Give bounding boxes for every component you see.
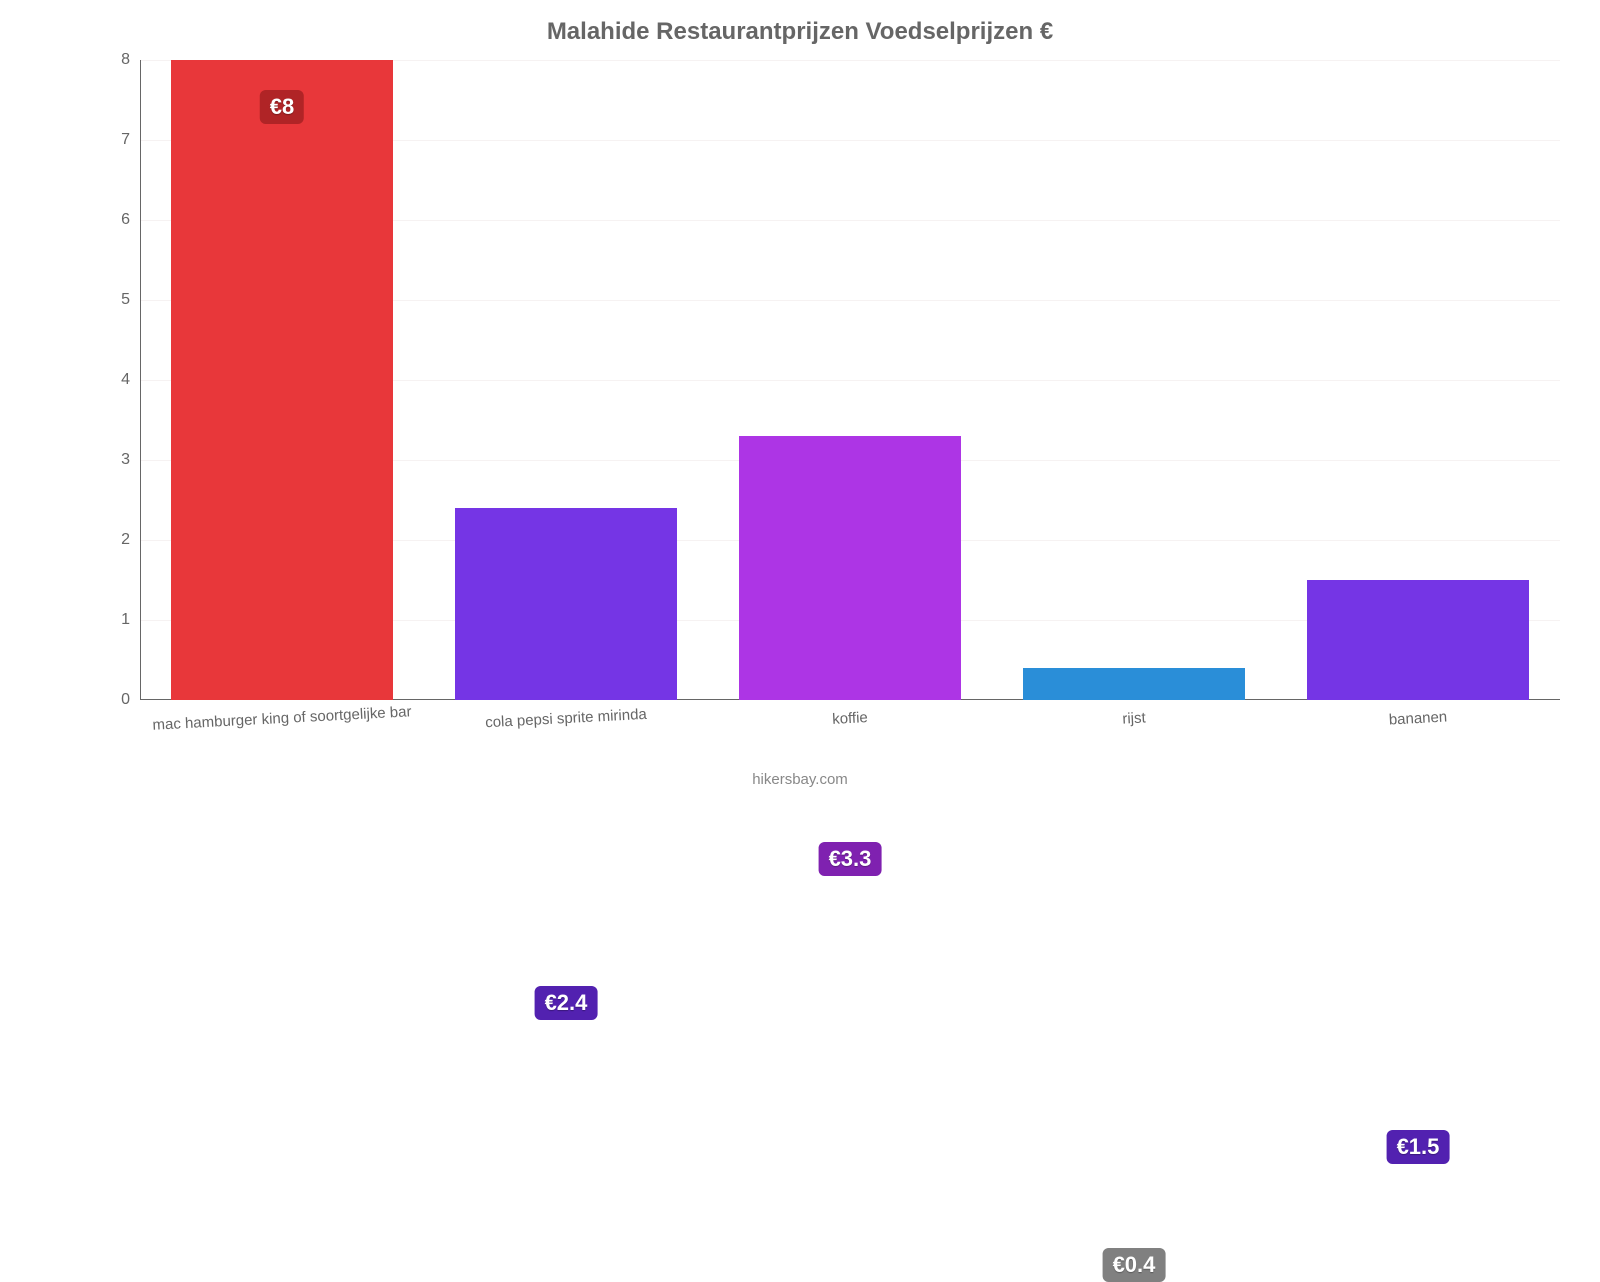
y-tick-label: 2	[121, 531, 140, 549]
x-tick-label: koffie	[832, 709, 868, 728]
y-tick-label: 5	[121, 291, 140, 309]
y-tick-label: 3	[121, 451, 140, 469]
x-tick-label: rijst	[1122, 709, 1146, 727]
y-tick-label: 8	[121, 51, 140, 69]
bar: €0.4	[1023, 668, 1245, 700]
x-tick-label: bananen	[1388, 708, 1447, 728]
y-tick-label: 0	[121, 691, 140, 709]
y-tick-label: 6	[121, 211, 140, 229]
value-badge: €2.4	[535, 986, 598, 1020]
bar: €3.3	[739, 436, 961, 700]
y-tick-label: 7	[121, 131, 140, 149]
bars-group: €8 €2.4 €3.3 €0.4 €1.5	[140, 60, 1560, 700]
bar: €2.4	[455, 508, 677, 700]
plot-area: €8€2.4€3.3€0.4€1.5 012345678	[140, 60, 1560, 700]
value-badge: €3.3	[819, 842, 882, 876]
value-badge: €0.4	[1103, 1248, 1166, 1282]
x-tick-labels: mac hamburger king of soortgelijke barco…	[0, 710, 1600, 750]
x-tick-label: cola pepsi sprite mirinda	[485, 706, 647, 731]
value-badge: €1.5	[1387, 1130, 1450, 1164]
y-tick-label: 1	[121, 611, 140, 629]
chart-container: Malahide Restaurantprijzen Voedselprijze…	[0, 0, 1600, 800]
chart-title: Malahide Restaurantprijzen Voedselprijze…	[0, 0, 1600, 46]
y-tick-label: 4	[121, 371, 140, 389]
value-badge: €8	[260, 90, 304, 124]
bar: €1.5	[1307, 580, 1529, 700]
attribution-text: hikersbay.com	[0, 771, 1600, 788]
bar: €8	[171, 60, 393, 700]
x-tick-label: mac hamburger king of soortgelijke bar	[152, 703, 412, 734]
